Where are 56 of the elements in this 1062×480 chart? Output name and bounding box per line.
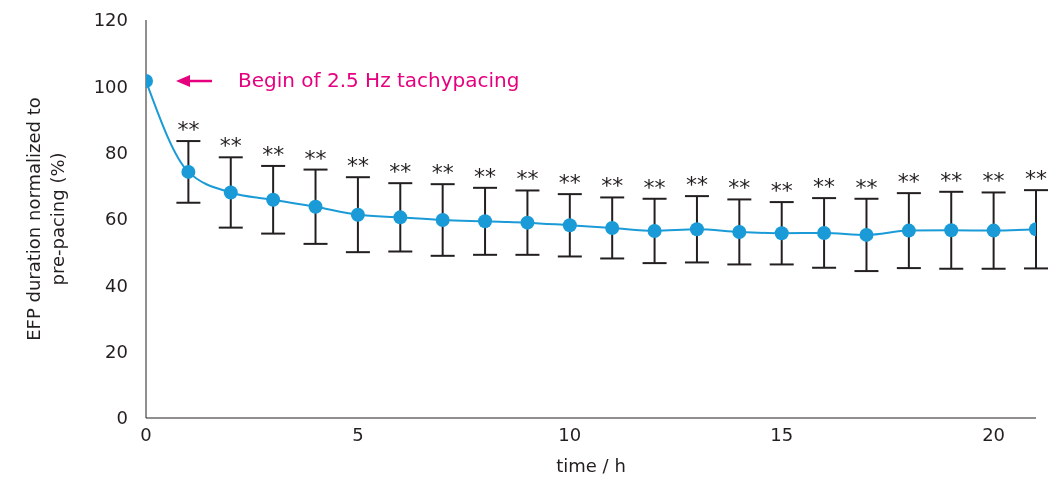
point <box>520 215 535 230</box>
annotation: ** <box>1025 166 1047 192</box>
point <box>817 225 832 240</box>
y-tick-label: 60 <box>105 208 128 230</box>
annotation: ** <box>982 168 1005 194</box>
x-tick-label: 15 <box>770 423 794 445</box>
point <box>223 185 238 200</box>
x-tick-label: 0 <box>140 423 152 445</box>
point <box>986 223 1001 238</box>
annotation: ** <box>728 175 751 201</box>
y-tick-label: 0 <box>116 407 128 429</box>
annotation: ** <box>389 159 412 185</box>
point <box>478 214 493 229</box>
annotation: ** <box>516 166 539 192</box>
annotation: ** <box>219 133 242 159</box>
x-tick-label: 20 <box>982 423 1006 445</box>
annotation: ** <box>940 167 963 193</box>
point <box>562 218 577 233</box>
y-axis-title: EFP duration normalized to pre-pacing (%) <box>23 97 68 341</box>
annotation: ** <box>177 117 200 143</box>
annotation: ** <box>770 178 793 204</box>
point <box>689 222 704 237</box>
annotation: ** <box>304 145 327 171</box>
annotation: ** <box>897 169 920 195</box>
annotation: ** <box>855 174 878 200</box>
point <box>393 210 408 225</box>
annotation: Begin of 2.5 Hz tachypacing <box>238 68 520 93</box>
annotation: ** <box>346 153 369 179</box>
point <box>435 213 450 227</box>
point <box>647 223 662 238</box>
point <box>181 164 196 179</box>
x-axis-title: time / h <box>556 455 626 476</box>
point <box>350 207 365 222</box>
point <box>901 223 916 238</box>
annotation: ** <box>474 163 497 189</box>
y-tick-label: 100 <box>93 75 128 97</box>
annotation: ** <box>431 160 454 186</box>
x-tick-label: 10 <box>558 423 582 445</box>
annotation: ** <box>558 170 581 196</box>
x-tick-label: 5 <box>352 423 364 445</box>
point <box>859 227 874 242</box>
point <box>774 226 789 241</box>
annotation: ** <box>643 174 666 200</box>
y-tick-label: 40 <box>105 274 128 296</box>
annotation: ** <box>685 172 708 198</box>
annotation: ** <box>601 173 624 199</box>
point <box>266 192 281 207</box>
point <box>605 220 620 235</box>
point <box>732 224 747 239</box>
y-tick-label: 80 <box>105 142 128 164</box>
y-tick-label: 20 <box>105 341 128 363</box>
y-tick-label: 120 <box>93 9 128 31</box>
annotation: ** <box>262 141 285 167</box>
point <box>944 223 959 238</box>
annotation: ** <box>813 174 836 200</box>
point <box>308 199 323 214</box>
